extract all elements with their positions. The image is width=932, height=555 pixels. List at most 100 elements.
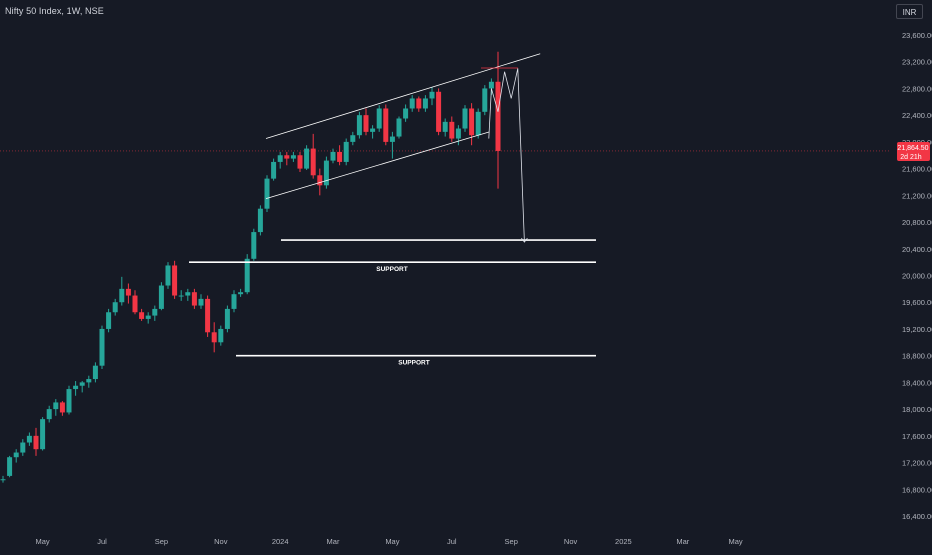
candle-body[interactable] (132, 295, 138, 313)
candle-body[interactable] (99, 328, 105, 366)
candle-body[interactable] (495, 81, 501, 151)
candle-body[interactable] (86, 379, 92, 383)
candle-body[interactable] (119, 288, 125, 303)
projection-path[interactable] (488, 68, 525, 243)
candle-body[interactable] (422, 98, 428, 109)
candle-body[interactable] (475, 111, 481, 136)
candle-body[interactable] (396, 118, 402, 137)
candle-body[interactable] (469, 108, 475, 136)
candle-body[interactable] (0, 479, 6, 481)
candle-body[interactable] (257, 208, 263, 233)
candle-body[interactable] (40, 419, 46, 450)
candle-body[interactable] (7, 457, 13, 476)
candle-body[interactable] (198, 298, 204, 306)
candle-body[interactable] (178, 295, 184, 297)
candle-body[interactable] (145, 315, 151, 319)
candle-body[interactable] (482, 88, 488, 112)
candle-body[interactable] (370, 128, 376, 132)
candle-body[interactable] (330, 151, 336, 161)
candle-body[interactable] (488, 81, 494, 89)
candle-body[interactable] (455, 128, 461, 139)
candle-body[interactable] (139, 312, 145, 319)
candle-body[interactable] (304, 148, 310, 169)
candle-body[interactable] (79, 382, 85, 386)
price-tag-value: 21,864.50 (897, 145, 928, 152)
candle-body[interactable] (152, 308, 158, 316)
candle-body[interactable] (53, 402, 59, 410)
candle-body[interactable] (376, 108, 382, 129)
candle-body[interactable] (277, 155, 283, 162)
candle-body[interactable] (244, 258, 250, 293)
price-tag[interactable] (897, 141, 930, 161)
candle-body[interactable] (363, 115, 369, 132)
candle-body[interactable] (33, 435, 39, 450)
y-tick-label: 23,200.00 (902, 58, 932, 67)
x-tick-label: May (385, 537, 399, 546)
y-tick-label: 16,400.00 (902, 512, 932, 521)
candle-body[interactable] (271, 161, 277, 179)
candle-body[interactable] (13, 452, 19, 458)
candle-body[interactable] (191, 292, 197, 306)
candle-body[interactable] (125, 288, 131, 296)
candle-body[interactable] (165, 265, 171, 286)
candle-body[interactable] (389, 136, 395, 142)
candle-body[interactable] (383, 108, 389, 142)
candle-body[interactable] (238, 292, 244, 295)
y-tick-label: 22,400.00 (902, 111, 932, 120)
candle-body[interactable] (290, 155, 296, 159)
symbol-title[interactable]: Nifty 50 Index, 1W, NSE (5, 6, 104, 16)
candle-body[interactable] (112, 302, 118, 313)
candle-body[interactable] (73, 385, 79, 390)
candle-body[interactable] (231, 294, 237, 309)
candle-body[interactable] (26, 435, 32, 443)
candle-body[interactable] (284, 155, 290, 159)
candle-body[interactable] (442, 121, 448, 132)
candle-body[interactable] (350, 135, 356, 142)
candle-body[interactable] (251, 232, 257, 259)
y-tick-label: 23,600.00 (902, 31, 932, 40)
candle-body[interactable] (416, 98, 422, 109)
candle-body[interactable] (436, 91, 442, 132)
y-tick-label: 17,200.00 (902, 459, 932, 468)
candle-body[interactable] (356, 115, 362, 136)
currency-button[interactable]: INR (896, 4, 923, 19)
support-label: SUPPORT (376, 266, 407, 273)
candle-body[interactable] (106, 312, 112, 329)
candle-body[interactable] (337, 151, 343, 162)
y-tick-label: 20,000.00 (902, 272, 932, 281)
x-tick-label: Sep (155, 537, 168, 546)
candle-body[interactable] (218, 328, 224, 343)
candle-body[interactable] (172, 265, 178, 296)
candle-body[interactable] (317, 175, 323, 186)
candle-body[interactable] (409, 98, 415, 109)
candle-body[interactable] (297, 155, 303, 169)
candle-body[interactable] (185, 292, 191, 296)
candle-body[interactable] (403, 108, 409, 119)
support-label: SUPPORT (398, 360, 429, 367)
x-tick-label: May (36, 537, 50, 546)
candle-body[interactable] (343, 141, 349, 162)
candle-body[interactable] (92, 365, 98, 380)
candle-body[interactable] (59, 402, 65, 413)
candle-body[interactable] (310, 148, 316, 176)
candle-body[interactable] (224, 308, 230, 329)
candle-body[interactable] (462, 108, 468, 129)
x-tick-label: Sep (505, 537, 518, 546)
candle-body[interactable] (66, 389, 72, 413)
candle-body[interactable] (429, 91, 435, 99)
y-tick-label: 18,000.00 (902, 405, 932, 414)
candle-body[interactable] (205, 298, 211, 333)
x-tick-label: 2025 (615, 537, 632, 546)
candle-body[interactable] (20, 442, 26, 453)
x-tick-label: Jul (97, 537, 107, 546)
candle-body[interactable] (46, 409, 52, 420)
candle-body[interactable] (264, 178, 270, 209)
candle-body[interactable] (211, 332, 217, 343)
candle-body[interactable] (449, 121, 455, 139)
y-tick-label: 21,600.00 (902, 165, 932, 174)
candle-body[interactable] (158, 285, 164, 309)
channel-lower-line[interactable] (265, 131, 490, 200)
candle-body[interactable] (323, 160, 329, 186)
